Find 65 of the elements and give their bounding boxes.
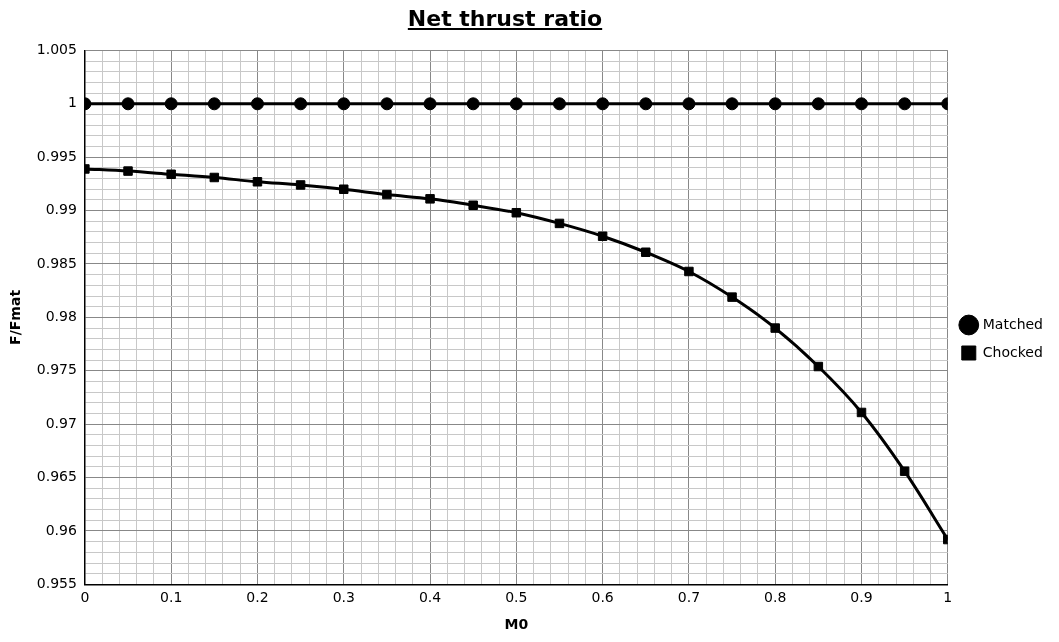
x-tick-label: 0.3	[332, 589, 355, 606]
point	[596, 97, 610, 111]
point	[898, 97, 912, 111]
point	[511, 207, 522, 218]
x-tick-label: 0.6	[591, 589, 614, 606]
point	[811, 97, 825, 111]
point	[509, 97, 523, 111]
x-axis-title: M0	[504, 616, 529, 633]
point	[727, 292, 737, 302]
x-tick-label: 0	[80, 589, 90, 606]
point	[856, 407, 867, 418]
x-tick-label: 0.5	[505, 589, 528, 606]
point	[339, 184, 349, 194]
point	[250, 97, 264, 111]
point	[768, 97, 782, 111]
point	[164, 97, 178, 111]
point	[813, 361, 824, 372]
y-tick-label: 0.99	[45, 201, 77, 218]
x-tick-label: 0.7	[677, 589, 701, 606]
point	[682, 97, 696, 111]
point	[121, 97, 135, 111]
point	[337, 97, 351, 111]
point	[380, 97, 394, 111]
point	[123, 166, 133, 176]
point	[207, 97, 221, 111]
y-tick-label: 0.985	[36, 254, 77, 271]
point	[468, 200, 478, 210]
point	[166, 169, 176, 180]
point	[425, 194, 435, 204]
point	[684, 266, 694, 277]
legend-label: Matched	[982, 315, 1043, 332]
x-tick-label: 1	[943, 589, 953, 606]
y-tick-label: 0.955	[36, 575, 77, 592]
point	[252, 177, 263, 187]
legend-label: Chocked	[982, 343, 1043, 360]
point	[382, 189, 392, 200]
y-tick-label: 1	[67, 94, 77, 111]
y-tick-label: 1.005	[36, 41, 77, 58]
x-tick-label: 0.1	[160, 589, 183, 606]
point	[770, 323, 780, 333]
point	[295, 180, 306, 190]
y-axis-title: F/Fmat	[7, 289, 24, 345]
point	[294, 97, 308, 111]
point	[554, 218, 565, 229]
x-tick-label: 0.4	[418, 589, 442, 606]
point	[552, 97, 566, 111]
point	[209, 172, 220, 183]
point	[597, 231, 608, 241]
point	[725, 97, 739, 111]
point	[639, 97, 653, 111]
x-tick-label: 0.9	[850, 589, 873, 606]
x-tick-label: 0.2	[246, 589, 269, 606]
x-tick-label: 0.8	[764, 589, 787, 606]
point	[899, 466, 910, 476]
y-tick-label: 0.975	[36, 361, 77, 378]
y-tick-label: 0.98	[45, 308, 77, 325]
y-tick-label: 0.96	[45, 521, 77, 538]
chart-title: Net thrust ratio	[406, 6, 604, 31]
point	[423, 97, 437, 111]
y-tick-label: 0.97	[45, 414, 77, 431]
point	[854, 97, 868, 111]
point	[466, 97, 480, 111]
y-tick-label: 0.965	[36, 468, 77, 485]
point	[641, 247, 651, 257]
y-tick-label: 0.995	[36, 147, 77, 164]
